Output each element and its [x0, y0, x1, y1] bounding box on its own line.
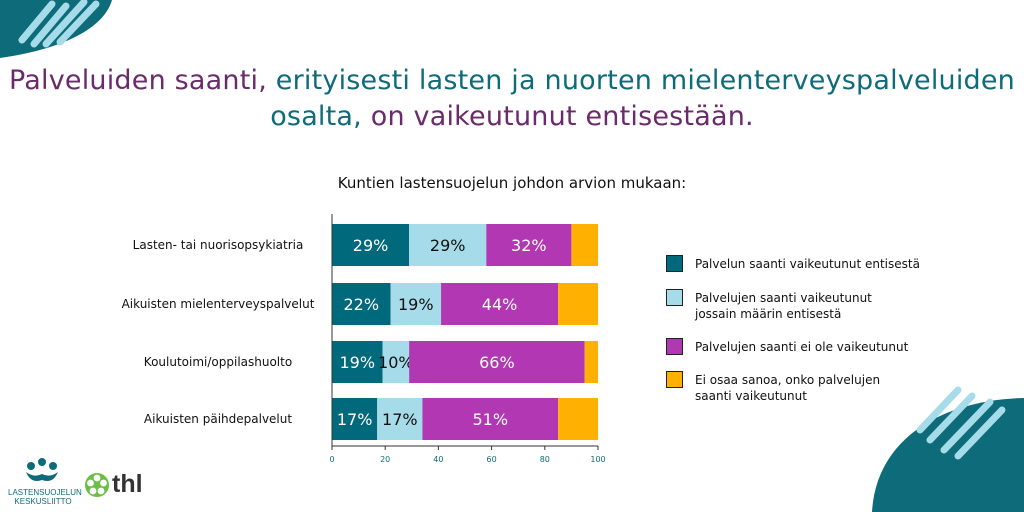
- legend-item: Palvelujen saanti vaikeutunut jossain mää…: [666, 289, 925, 322]
- left-logo-line2: KESKUSLIITTO: [14, 497, 72, 506]
- data-label: 10%: [378, 353, 414, 372]
- bar-segment: [558, 398, 598, 440]
- bar-segment: [332, 224, 410, 266]
- data-label: 22%: [343, 295, 379, 314]
- category-label: Aikuisten päihdepalvelut: [144, 412, 292, 426]
- legend-label: Palvelujen saanti vaikeutunut jossain mää…: [695, 290, 925, 322]
- title-part-teal: erityisesti lasten ja nuorten mielenterv…: [267, 65, 1015, 96]
- lastensuojelun-keskusliitto-logo-icon: [26, 458, 58, 481]
- bar-segment: [382, 341, 410, 383]
- data-label: 19%: [339, 353, 375, 372]
- x-tick-label: 100: [590, 455, 605, 464]
- bar-segment: [390, 283, 442, 325]
- data-label: 66%: [479, 353, 515, 372]
- bar-segment: [422, 398, 559, 440]
- top-left-brush-strokes: [18, 0, 100, 48]
- bar-segment: [332, 398, 378, 440]
- legend-label-line: Palvelujen saanti ei ole vaikeutunut: [695, 340, 909, 354]
- data-label: 32%: [511, 236, 547, 255]
- page-title-line2: osalta, on vaikeutunut entisestään.: [0, 100, 1024, 133]
- category-label: Lasten- tai nuorisopsykiatria: [133, 238, 304, 252]
- legend-item: Ei osaa sanoa, onko palvelujen saanti vai…: [666, 371, 925, 404]
- legend-label-line: jossain määrin entisestä: [695, 307, 842, 321]
- bar-segment: [332, 341, 383, 383]
- data-label: 17%: [337, 410, 373, 429]
- bar-segment: [332, 283, 391, 325]
- bar-segment: [584, 341, 598, 383]
- bottom-right-brush-strokes: [916, 386, 1006, 460]
- thl-logo-text: thl: [112, 470, 143, 498]
- legend-label-line: saanti vaikeutunut: [695, 389, 807, 403]
- data-label: 17%: [382, 410, 418, 429]
- bar-segment: [377, 398, 423, 440]
- x-tick-label: 0: [329, 455, 334, 464]
- title-part-purple-2: on vaikeutunut entisestään.: [361, 101, 754, 132]
- bar-segment: [409, 341, 585, 383]
- bar-segment: [409, 224, 487, 266]
- legend-label-line: Ei osaa sanoa, onko palvelujen: [695, 373, 881, 387]
- legend-label: Palvelujen saanti ei ole vaikeutunut: [695, 339, 925, 355]
- bar-segment: [486, 224, 572, 266]
- legend-label-line: Palvelujen saanti vaikeutunut: [695, 291, 872, 305]
- title-part-teal-2: osalta,: [270, 101, 362, 132]
- data-label: 44%: [482, 295, 518, 314]
- legend-item: Palvelun saanti vaikeutunut entisestä: [666, 255, 925, 272]
- x-tick-label: 80: [540, 455, 550, 464]
- page-title-line1: Palveluiden saanti, erityisesti lasten j…: [0, 64, 1024, 97]
- category-label: Koulutoimi/oppilashuolto: [144, 355, 292, 369]
- bar-segment: [571, 224, 598, 266]
- legend-swatch: [666, 371, 683, 388]
- x-tick-label: 20: [380, 455, 390, 464]
- legend-label: Ei osaa sanoa, onko palvelujen saanti vai…: [695, 372, 925, 404]
- category-label: Aikuisten mielenterveyspalvelut: [122, 297, 315, 311]
- data-label: 19%: [398, 295, 434, 314]
- legend-swatch: [666, 289, 683, 306]
- data-label: 51%: [472, 410, 508, 429]
- data-label: 29%: [353, 236, 389, 255]
- x-tick-label: 60: [487, 455, 497, 464]
- bar-segment: [441, 283, 559, 325]
- legend-label: Palvelun saanti vaikeutunut entisestä: [695, 256, 925, 272]
- x-tick-label: 40: [433, 455, 443, 464]
- data-label: 29%: [430, 236, 466, 255]
- legend-item: Palvelujen saanti ei ole vaikeutunut: [666, 338, 925, 355]
- left-logo-text: LASTENSUOJELUN KESKUSLIITTO: [8, 488, 82, 506]
- chart-title: Kuntien lastensuojelun johdon arvion muk…: [337, 174, 687, 192]
- left-logo-line1: LASTENSUOJELUN: [8, 488, 82, 497]
- thl-flower-icon: [85, 473, 109, 497]
- legend-swatch: [666, 255, 683, 272]
- bar-segment: [558, 283, 598, 325]
- legend-label-line: Palvelun saanti vaikeutunut entisestä: [695, 257, 920, 271]
- title-part-purple: Palveluiden saanti,: [9, 65, 268, 96]
- legend-swatch: [666, 338, 683, 355]
